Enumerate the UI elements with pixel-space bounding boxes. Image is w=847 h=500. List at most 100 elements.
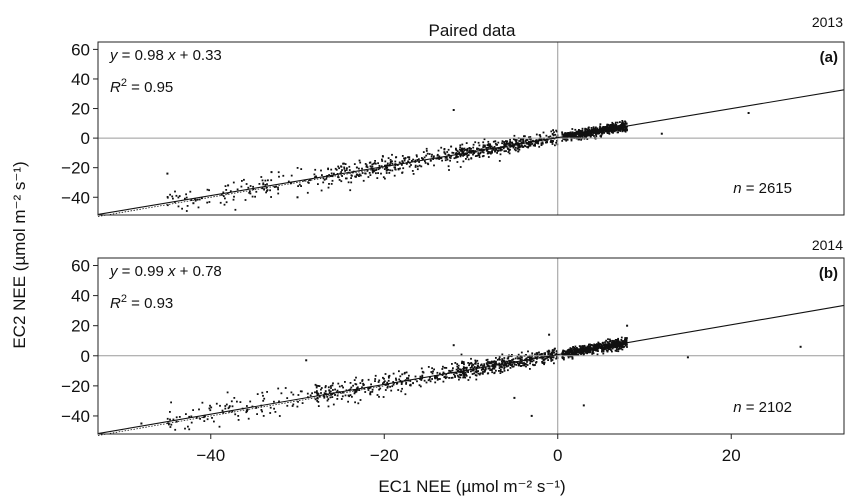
data-point — [553, 349, 555, 352]
data-point — [606, 350, 609, 353]
data-point — [426, 162, 429, 165]
data-point — [170, 423, 173, 426]
data-point — [474, 370, 477, 373]
regression-line — [97, 89, 845, 215]
data-point — [367, 176, 370, 178]
data-point — [189, 190, 192, 193]
data-point — [595, 133, 597, 136]
data-point — [594, 128, 597, 131]
data-point — [587, 126, 590, 129]
data-point — [334, 388, 336, 391]
data-point — [489, 144, 492, 147]
data-point — [495, 360, 497, 363]
data-point — [593, 349, 595, 351]
data-point — [444, 156, 447, 159]
data-point — [401, 387, 403, 390]
data-point — [332, 403, 335, 406]
data-point — [431, 378, 433, 380]
data-point — [455, 368, 458, 371]
data-point — [460, 353, 463, 356]
r-squared-a: R2 = 0.95 — [110, 77, 173, 96]
data-point — [505, 142, 508, 144]
data-point — [215, 402, 218, 405]
data-point — [620, 339, 623, 341]
data-point — [566, 138, 569, 141]
data-point — [365, 165, 368, 168]
data-point — [345, 169, 348, 171]
data-point — [512, 358, 515, 361]
data-point — [449, 157, 452, 159]
data-point — [546, 357, 549, 359]
data-point — [622, 340, 625, 342]
data-point — [621, 120, 624, 122]
data-point — [550, 130, 553, 133]
data-point — [433, 164, 435, 167]
data-point — [381, 158, 383, 161]
data-point — [538, 354, 541, 356]
data-point — [526, 364, 529, 366]
data-point — [524, 135, 526, 138]
data-point — [517, 142, 520, 145]
data-point — [602, 350, 605, 353]
data-point — [522, 140, 525, 143]
data-point — [405, 381, 408, 384]
data-point — [578, 138, 580, 141]
data-point — [470, 151, 473, 154]
data-point — [594, 349, 597, 352]
data-point — [618, 348, 620, 350]
data-point — [483, 138, 486, 141]
data-point — [349, 388, 352, 391]
data-point — [248, 191, 251, 194]
data-point — [586, 345, 589, 348]
data-point — [541, 141, 544, 144]
data-point — [237, 415, 240, 417]
data-point — [491, 371, 494, 374]
data-point — [297, 185, 299, 187]
data-point — [347, 400, 349, 403]
data-point — [414, 159, 417, 162]
n-value: = 2102 — [742, 399, 792, 416]
data-point — [615, 342, 618, 344]
data-point — [372, 170, 375, 173]
data-point — [449, 370, 452, 372]
data-point — [521, 356, 523, 359]
data-point — [442, 371, 445, 374]
data-point — [506, 360, 509, 363]
data-point — [263, 188, 265, 191]
data-point — [382, 382, 384, 385]
data-point — [439, 372, 441, 375]
data-point — [492, 361, 494, 363]
data-point — [599, 343, 601, 346]
data-point — [405, 379, 407, 381]
data-point — [374, 162, 377, 165]
regression-equation-b: y = 0.99 x + 0.78 — [109, 263, 222, 280]
data-point — [398, 378, 401, 381]
data-point — [494, 140, 497, 143]
data-point — [602, 352, 605, 355]
y-axis-ticks-a: −40 −20 0 20 40 60 — [61, 40, 98, 207]
data-point — [498, 147, 501, 150]
data-point — [608, 125, 610, 128]
data-point — [465, 368, 468, 371]
data-point — [563, 138, 566, 140]
data-point — [412, 158, 414, 161]
data-point — [292, 393, 295, 396]
data-point — [520, 365, 523, 367]
data-point — [397, 389, 400, 391]
data-point — [497, 147, 500, 150]
data-point — [608, 132, 611, 135]
data-point — [610, 123, 613, 126]
data-point — [550, 353, 552, 356]
data-point — [275, 185, 277, 188]
data-point — [317, 401, 320, 403]
data-point — [169, 426, 172, 428]
data-point — [585, 134, 587, 137]
data-point — [624, 341, 626, 343]
data-point — [383, 381, 385, 384]
data-point — [487, 156, 490, 158]
data-point — [311, 392, 313, 395]
data-point — [533, 364, 535, 367]
data-point — [605, 348, 607, 350]
data-point — [327, 405, 330, 408]
data-point — [577, 349, 580, 352]
